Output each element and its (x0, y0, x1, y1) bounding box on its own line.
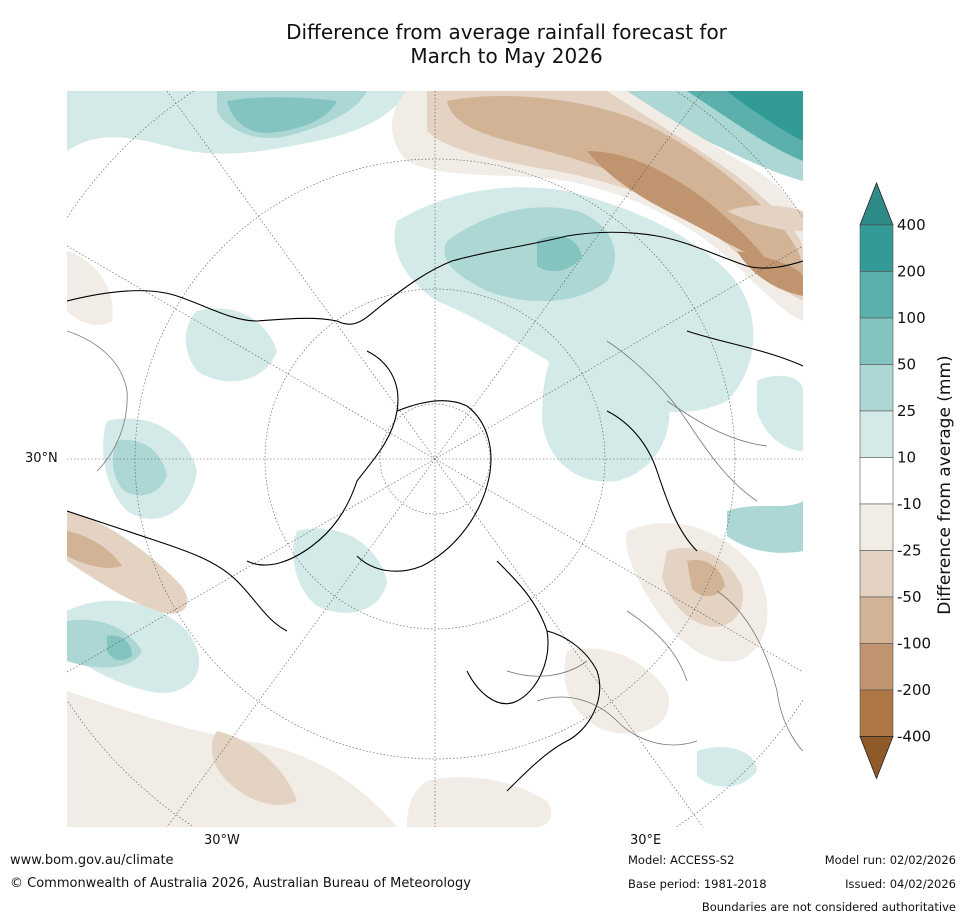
colorbar-segment (859, 224, 894, 272)
colorbar-title: Difference from average (mm) (935, 355, 955, 615)
colorbar-tick-label: -10 (897, 495, 922, 513)
colorbar-segment (859, 643, 894, 691)
colorbar-segment (859, 410, 894, 458)
footer-model: Model: ACCESS-S2 (628, 853, 735, 867)
colorbar-tick-label: 25 (897, 402, 916, 420)
colorbar-segment (859, 457, 894, 505)
colorbar-tick-label: -100 (897, 635, 931, 653)
colorbar-tick-label: 200 (897, 263, 926, 281)
rainfall-anomaly-map (67, 91, 803, 827)
country-boundaries (67, 330, 803, 752)
chart-title: Difference from average rainfall forecas… (0, 20, 965, 68)
colorbar-segment (859, 596, 894, 644)
footer-disclaimer: Boundaries are not considered authoritat… (701, 900, 956, 914)
colorbar-tick-label: 400 (897, 216, 926, 234)
colorbar-tick-label: -400 (897, 728, 931, 746)
colorbar-segment (859, 689, 894, 737)
colorbar-tick-label: -50 (897, 588, 922, 606)
colorbar-extend-top (859, 181, 894, 226)
colorbar-extend-bottom (859, 736, 894, 780)
title-line-2: March to May 2026 (410, 44, 603, 68)
graticule (67, 91, 803, 827)
colorbar-segment (859, 364, 894, 412)
colorbar-segment (859, 317, 894, 365)
footer-url[interactable]: www.bom.gov.au/climate (10, 853, 174, 868)
footer-base-period: Base period: 1981-2018 (628, 877, 767, 891)
colorbar-tick-label: 50 (897, 356, 916, 374)
lon-30e-label: 30°E (630, 833, 662, 848)
colorbar-segment (859, 550, 894, 598)
lat-30n-label: 30°N (25, 451, 58, 466)
colorbar-tick-label: -25 (897, 542, 922, 560)
colorbar-tick-label: 10 (897, 449, 916, 467)
footer-copyright: © Commonwealth of Australia 2026, Austra… (10, 876, 471, 891)
colorbar: 400 200 100 50 25 10 -10 -25 -50 -100 -200 -400 (859, 181, 931, 780)
footer-model-run: Model run: 02/02/2026 (824, 853, 956, 867)
lon-30w-label: 30°W (204, 833, 240, 848)
colorbar-segment (859, 503, 894, 551)
colorbar-segment (859, 271, 894, 319)
colorbar-tick-label: -200 (897, 681, 931, 699)
wet-anomaly-regions (67, 91, 803, 787)
footer-issued: Issued: 04/02/2026 (845, 877, 956, 891)
title-line-1: Difference from average rainfall forecas… (286, 20, 727, 44)
coastlines (67, 231, 803, 792)
dry-anomaly-regions (67, 91, 803, 827)
colorbar-tick-label: 100 (897, 309, 926, 327)
